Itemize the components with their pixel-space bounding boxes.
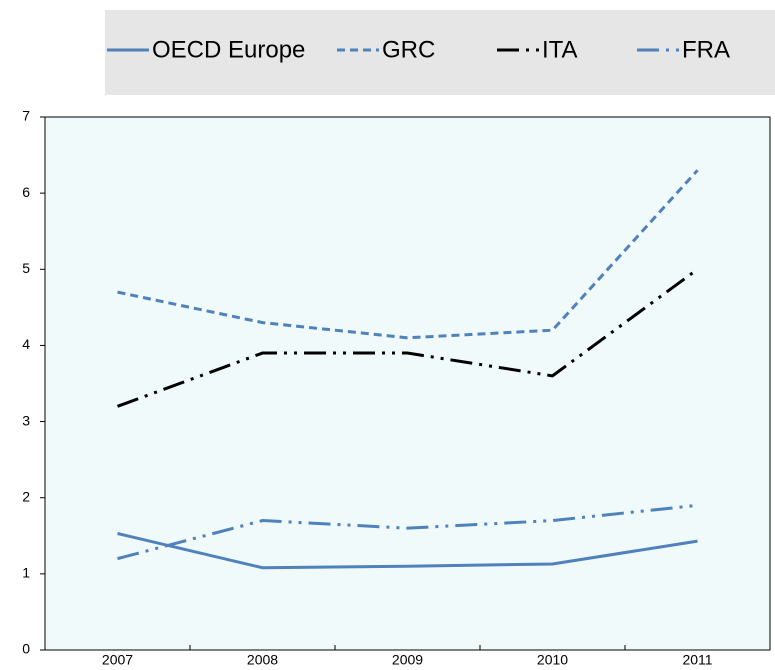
y-tick-label: 2 [22, 488, 30, 504]
x-tick-label: 2009 [392, 652, 423, 668]
x-tick-label: 2010 [537, 652, 568, 668]
y-tick-label: 0 [22, 641, 30, 657]
series-line [116, 268, 699, 408]
legend-label: OECD Europe [152, 36, 305, 63]
legend-label: GRC [382, 36, 435, 63]
series-line [117, 503, 698, 561]
legend-label: ITA [542, 36, 578, 63]
y-tick-label: 1 [22, 565, 30, 581]
legend-box [105, 10, 775, 95]
legend-label: FRA [682, 36, 730, 63]
x-tick-label: 2011 [682, 652, 712, 668]
x-tick-label: 2007 [102, 652, 133, 668]
y-tick-label: 5 [22, 260, 30, 276]
y-tick-label: 3 [22, 412, 30, 428]
x-tick-label: 2008 [247, 652, 278, 668]
y-tick-label: 7 [22, 108, 30, 124]
plot-area [44, 116, 771, 651]
series-line [117, 532, 698, 570]
series-line [117, 169, 699, 340]
y-tick-label: 4 [22, 336, 30, 352]
y-tick-label: 6 [22, 184, 30, 200]
